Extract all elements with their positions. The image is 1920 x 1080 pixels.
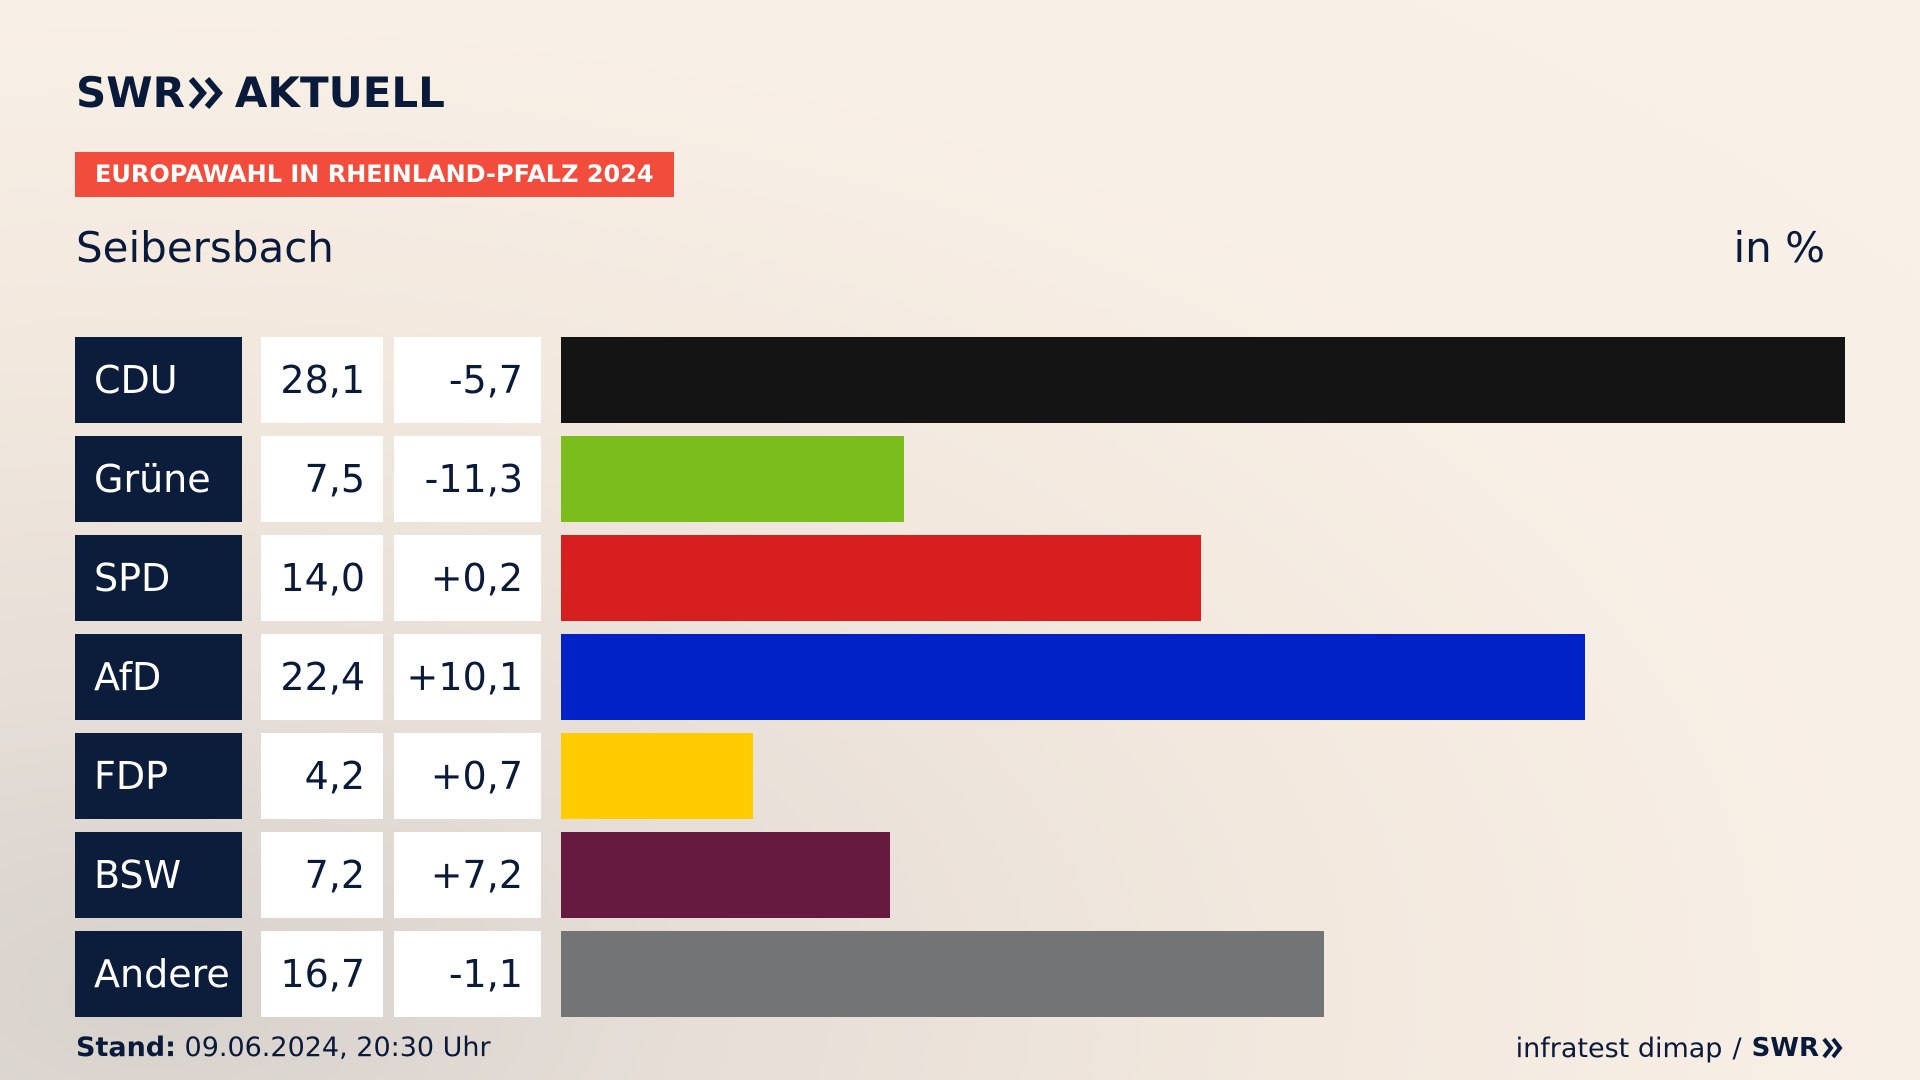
unit-label: in % [1733,223,1825,272]
result-bar [561,931,1324,1017]
change-label: +10,1 [394,634,541,720]
vote-share-label: 4,2 [261,733,383,819]
party-label: BSW [75,832,242,918]
result-bar [561,832,890,918]
vote-share-label: 16,7 [261,931,383,1017]
result-row: SPD 14,0 +0,2 [75,535,1845,621]
result-bar [561,337,1845,423]
party-label: Grüne [75,436,242,522]
stand-label: Stand: [76,1032,176,1063]
result-row: AfD 22,4 +10,1 [75,634,1845,720]
result-row: CDU 28,1 -5,7 [75,337,1845,423]
change-label: +7,2 [394,832,541,918]
stand-value: 09.06.2024, 20:30 Uhr [184,1032,491,1063]
logo-section: AKTUELL [234,68,445,117]
result-bar [561,436,904,522]
vote-share-label: 22,4 [261,634,383,720]
party-label: SPD [75,535,242,621]
change-label: -11,3 [394,436,541,522]
result-row: BSW 7,2 +7,2 [75,832,1845,918]
timestamp: Stand: 09.06.2024, 20:30 Uhr [76,1032,491,1064]
source-name: infratest dimap [1515,1032,1723,1064]
result-bar [561,634,1585,720]
election-badge: EUROPAWAHL IN RHEINLAND-PFALZ 2024 [75,152,674,197]
vote-share-label: 28,1 [261,337,383,423]
vote-share-label: 7,5 [261,436,383,522]
result-row: Grüne 7,5 -11,3 [75,436,1845,522]
page-title: Seibersbach [76,223,334,272]
party-label: FDP [75,733,242,819]
result-row: Andere 16,7 -1,1 [75,931,1845,1017]
party-label: CDU [75,337,242,423]
footer-brand: SWR [1751,1033,1819,1063]
change-label: +0,7 [394,733,541,819]
vote-share-label: 7,2 [261,832,383,918]
change-label: -5,7 [394,337,541,423]
source-credit: infratest dimap / SWR [1516,1031,1844,1065]
double-chevron-icon [1822,1037,1843,1059]
result-bar [561,733,753,819]
source-separator: / [1732,1032,1742,1064]
double-chevron-icon [188,77,223,109]
result-row: FDP 4,2 +0,7 [75,733,1845,819]
swr-aktuell-logo: SWR AKTUELL [76,70,445,116]
change-label: +0,2 [394,535,541,621]
party-label: AfD [75,634,242,720]
vote-share-label: 14,0 [261,535,383,621]
logo-brand: SWR [76,68,185,117]
change-label: -1,1 [394,931,541,1017]
result-bar [561,535,1201,621]
party-label: Andere [75,931,242,1017]
